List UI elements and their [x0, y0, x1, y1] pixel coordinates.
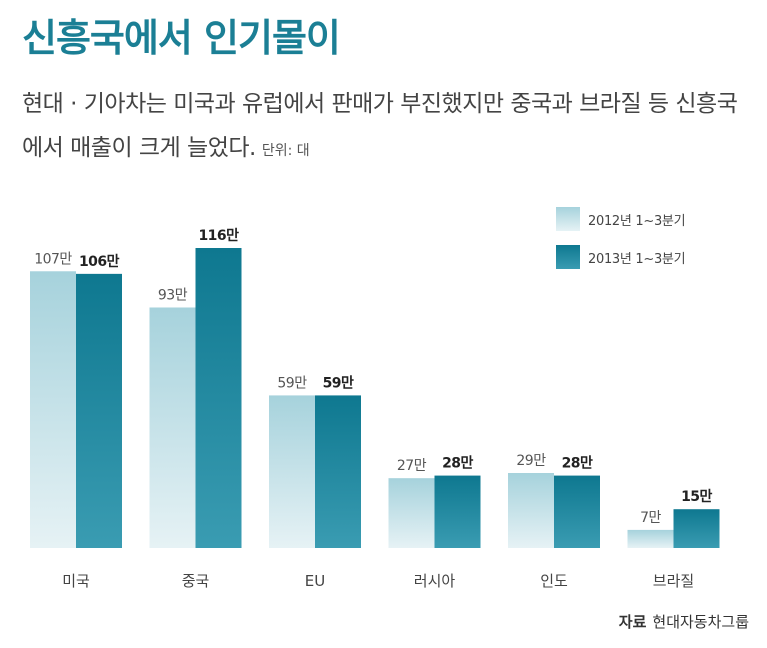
bar-4-series-0: [508, 473, 554, 548]
bar-2-series-0: [269, 395, 315, 548]
unit-label: 단위: 대: [261, 143, 310, 159]
chart-title: 신흥국에서 인기몰이: [22, 16, 341, 60]
data-label-5-series-0: 7만: [640, 510, 661, 526]
legend-swatch-2012: [556, 207, 580, 231]
subtitle-text: 현대 · 기아차는 미국과 유럽에서 판매가 부진했지만 중국과 브라질 등 신…: [22, 91, 738, 161]
legend-label-2012: 2012년 1~3분기: [588, 213, 686, 229]
bar-0-series-1: [76, 273, 122, 548]
legend-item-2012: 2012년 1~3분기: [556, 204, 686, 234]
bar-4-series-1: [554, 475, 600, 548]
source-label: 자료: [618, 613, 647, 631]
data-label-2-series-1: 59만: [323, 375, 354, 391]
bar-2-series-1: [315, 395, 361, 548]
bar-5-series-1: [673, 509, 720, 548]
bar-3-series-1: [434, 475, 481, 548]
bar-3-series-0: [388, 478, 435, 548]
data-label-1-series-1: 116만: [198, 228, 239, 244]
data-label-3-series-0: 27만: [397, 458, 427, 474]
data-label-2-series-0: 59만: [277, 375, 307, 391]
category-label-5: 브라질: [653, 572, 694, 590]
data-label-0-series-0: 107만: [34, 251, 72, 267]
legend-swatch-2013: [556, 245, 580, 269]
legend-item-2013: 2013년 1~3분기: [556, 242, 686, 272]
category-label-2: EU: [305, 572, 325, 590]
source-note: 자료 현대자동차그룹: [619, 611, 749, 632]
bar-1-series-0: [149, 307, 196, 548]
bar-1-series-1: [195, 248, 242, 548]
category-label-0: 미국: [62, 572, 90, 590]
data-label-0-series-1: 106만: [79, 254, 120, 270]
category-label-4: 인도: [540, 572, 568, 590]
legend-label-2013: 2013년 1~3분기: [588, 251, 686, 267]
bar-0-series-0: [30, 271, 76, 548]
data-label-3-series-1: 28만: [442, 456, 473, 472]
category-label-1: 중국: [182, 572, 210, 590]
source-text: 현대자동차그룹: [652, 613, 749, 631]
data-label-4-series-1: 28만: [562, 456, 593, 472]
data-label-1-series-0: 93만: [158, 287, 188, 303]
data-label-5-series-1: 15만: [681, 489, 712, 505]
chart-subtitle: 현대 · 기아차는 미국과 유럽에서 판매가 부진했지만 중국과 브라질 등 신…: [22, 82, 757, 173]
data-label-4-series-0: 29만: [516, 453, 546, 469]
bar-5-series-0: [627, 529, 674, 548]
category-label-3: 러시아: [414, 572, 456, 590]
legend: 2012년 1~3분기 2013년 1~3분기: [556, 204, 686, 280]
